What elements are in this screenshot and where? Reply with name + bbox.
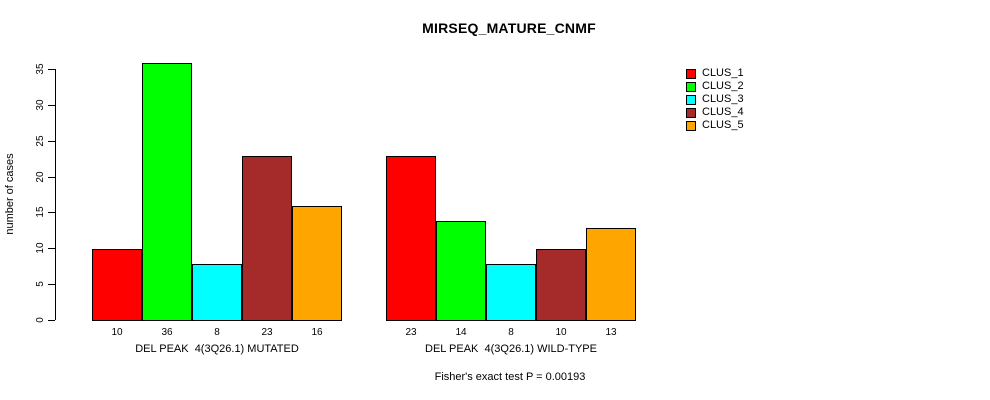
legend-swatch xyxy=(686,107,696,118)
bar xyxy=(436,221,486,321)
bar-value-label: 36 xyxy=(161,327,173,338)
bar-value-label: 8 xyxy=(508,327,514,338)
y-tick xyxy=(48,177,55,178)
y-tick-label: 20 xyxy=(34,171,46,183)
bar xyxy=(292,206,342,321)
bar-value-label: 16 xyxy=(311,327,323,338)
legend-item: CLUS_5 xyxy=(686,119,744,132)
bar-value-label: 8 xyxy=(214,327,220,338)
y-tick xyxy=(48,141,55,142)
y-tick-label: 0 xyxy=(34,317,46,323)
y-tick xyxy=(48,212,55,213)
y-tick xyxy=(48,248,55,249)
bar xyxy=(536,249,586,321)
y-tick xyxy=(48,284,55,285)
chart-title: MIRSEQ_MATURE_CNMF xyxy=(422,20,596,36)
legend-label: CLUS_5 xyxy=(702,119,744,131)
y-tick-label: 10 xyxy=(34,242,46,254)
y-tick-label: 35 xyxy=(34,63,46,75)
y-tick-label: 5 xyxy=(34,281,46,287)
group-label: DEL PEAK 4(3Q26.1) WILD-TYPE xyxy=(425,343,597,355)
bar xyxy=(142,63,192,321)
bar xyxy=(92,249,142,321)
y-tick xyxy=(48,69,55,70)
bar-value-label: 23 xyxy=(261,327,273,338)
bar-value-label: 10 xyxy=(555,327,567,338)
legend-label: CLUS_1 xyxy=(702,67,744,79)
bar-value-label: 23 xyxy=(405,327,417,338)
bar xyxy=(386,156,436,321)
legend: CLUS_1 CLUS_2 CLUS_3 CLUS_4 CLUS_5 xyxy=(686,67,744,132)
legend-label: CLUS_4 xyxy=(702,106,744,118)
y-tick-label: 25 xyxy=(34,135,46,147)
fisher-test-annotation: Fisher's exact test P = 0.00193 xyxy=(434,371,586,383)
legend-label: CLUS_2 xyxy=(702,80,744,92)
bar xyxy=(486,264,536,321)
legend-swatch xyxy=(686,81,696,92)
bar-value-label: 14 xyxy=(455,327,467,338)
legend-item: CLUS_4 xyxy=(686,106,744,119)
y-tick xyxy=(48,320,55,321)
y-tick-label: 30 xyxy=(34,99,46,111)
legend-item: CLUS_2 xyxy=(686,80,744,93)
y-axis-line xyxy=(55,69,56,320)
legend-item: CLUS_3 xyxy=(686,93,744,106)
y-tick-label: 15 xyxy=(34,206,46,218)
legend-label: CLUS_3 xyxy=(702,93,744,105)
bar xyxy=(192,264,242,321)
bar xyxy=(242,156,292,321)
bar-value-label: 10 xyxy=(111,327,123,338)
legend-swatch xyxy=(686,68,696,79)
bar xyxy=(586,228,636,321)
y-tick xyxy=(48,105,55,106)
group-label: DEL PEAK 4(3Q26.1) MUTATED xyxy=(135,343,299,355)
legend-item: CLUS_1 xyxy=(686,67,744,80)
bar-value-label: 13 xyxy=(605,327,617,338)
legend-swatch xyxy=(686,120,696,131)
legend-swatch xyxy=(686,94,696,105)
